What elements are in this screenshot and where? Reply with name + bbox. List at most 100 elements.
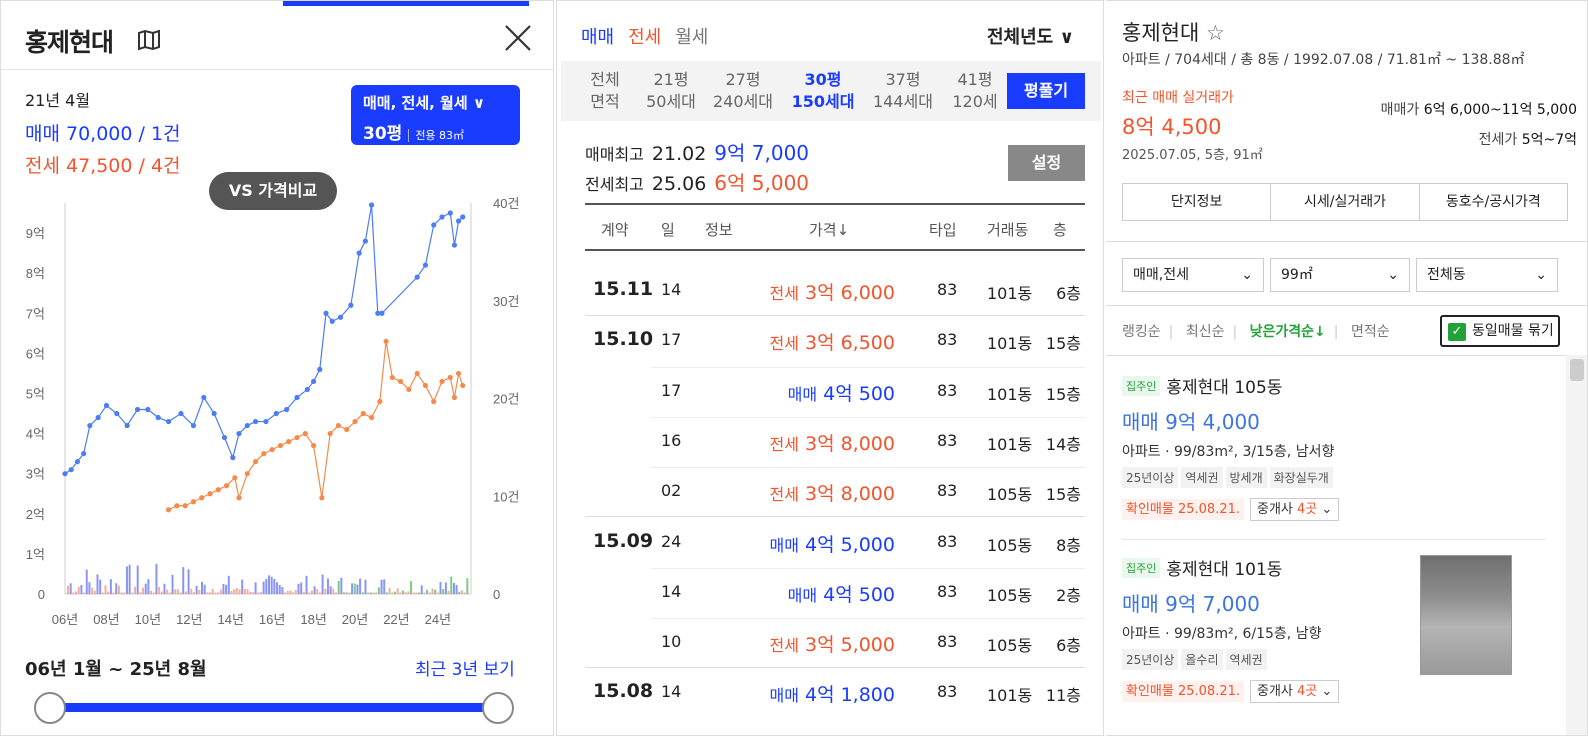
vs-compare-button[interactable]: VS 가격비교: [209, 172, 337, 210]
area-type: 83: [937, 682, 958, 702]
confirmed-badge: 확인매물 25.08.21.: [1122, 681, 1244, 702]
area-dropdown[interactable]: 99㎡ ⌄: [1270, 258, 1410, 292]
price-chart[interactable]: 0 1억 2억 3억 4억 5억 6억 7억 8억 9억 0 10건 20건 30건 40건 06년 08년 10…: [1, 191, 554, 636]
table-row[interactable]: 16 전세 3억 8,000 83 101동 14층: [585, 416, 1085, 467]
contract-month: 15.10: [593, 328, 654, 351]
data-point: [284, 406, 290, 413]
settings-button[interactable]: 설정: [1008, 145, 1085, 181]
tab-price[interactable]: 시세/실거래가: [1271, 184, 1420, 220]
data-point: [422, 262, 429, 268]
data-point: [304, 386, 310, 393]
favorite-star-icon[interactable]: ☆: [1205, 21, 1225, 45]
table-row[interactable]: 02 전세 3억 8,000 83 105동 15층: [585, 467, 1085, 518]
tab-complex-info[interactable]: 단지정보: [1123, 184, 1272, 220]
contract-day: 14: [661, 682, 682, 702]
pyeong-expand-button[interactable]: 평풀기: [1007, 73, 1085, 109]
volume-bar: [67, 585, 69, 594]
tab-unit-price[interactable]: 동호수/공시가격: [1445, 194, 1541, 210]
size-option-all[interactable]: 전체 면적: [590, 70, 620, 111]
table-row[interactable]: 15.09 24 매매 4억 5,000 83 105동 8층: [585, 518, 1085, 568]
sale-summary: 매매 70,000 / 1건: [25, 123, 181, 145]
listing-price: 매매 9억 4,000: [1122, 410, 1260, 434]
sort-ranking[interactable]: 랭킹순: [1122, 324, 1161, 340]
table-row[interactable]: 17 매매 4억 500 83 101동 15층: [585, 366, 1085, 417]
sort-area[interactable]: 면적순: [1350, 324, 1390, 340]
brokers-dropdown[interactable]: 중개사 4곳 ⌄: [1250, 680, 1340, 703]
tab-wolse[interactable]: 월세: [675, 27, 709, 48]
data-point: [344, 426, 350, 433]
data-point: [273, 410, 279, 417]
sort-recent[interactable]: 최신순: [1185, 324, 1225, 340]
listing-card[interactable]: 집주인 홍제현대 105동 매매 9억 4,000 아파트 · 99/83m², …: [1122, 373, 1542, 521]
listing-card[interactable]: 집주인 홍제현대 101동 매매 9억 7,000 아파트 · 99/83m², …: [1122, 555, 1542, 703]
chevron-down-icon: ⌄: [1387, 267, 1399, 283]
info-tabs: 단지정보 시세/실거래가 동호수/공시가격: [1122, 183, 1568, 221]
table-row[interactable]: 15.10 17 전세 3억 6,500 83 101동 15층: [585, 316, 1085, 366]
volume-bar: [217, 592, 220, 594]
building-dropdown[interactable]: 전체동 ⌄: [1416, 258, 1558, 292]
building: 101동: [987, 334, 1033, 354]
size-option-30[interactable]: 30평 150세대: [791, 70, 855, 111]
data-point: [114, 410, 120, 417]
data-point: [263, 418, 269, 425]
data-point: [319, 495, 325, 501]
volume-bar: [249, 591, 252, 594]
price-sort-header[interactable]: 가격↓: [809, 221, 850, 239]
year-select[interactable]: 전체년도 ∨: [987, 27, 1075, 48]
volume-bar: [286, 591, 289, 594]
tab-sale[interactable]: 매매: [581, 27, 615, 48]
scrollbar[interactable]: [1566, 355, 1587, 735]
data-point: [87, 422, 93, 429]
close-icon[interactable]: [503, 23, 533, 57]
group-duplicates-toggle[interactable]: ✓ 동일매물 묶기: [1440, 315, 1560, 347]
table-row[interactable]: 10 전세 3억 5,000 83 105동 6층: [585, 618, 1085, 669]
volume-bar: [359, 578, 362, 594]
brokers-dropdown[interactable]: 중개사 4곳 ⌄: [1250, 498, 1340, 521]
x-tick-label: 08년: [93, 612, 119, 627]
deal-type-dropdown[interactable]: 매매,전세 ⌄: [1122, 258, 1264, 292]
owner-badge: 집주인: [1122, 557, 1161, 578]
volume-bar: [316, 589, 319, 594]
size-option-21[interactable]: 21평 50세대: [646, 70, 696, 111]
table-row[interactable]: 14 매매 4억 500 83 105동 2층: [585, 567, 1085, 618]
slider-start-handle[interactable]: [34, 692, 66, 724]
area-type: 83: [937, 380, 958, 400]
table-row[interactable]: 15.11 14 전세 3억 6,000 83 101동 6층: [585, 266, 1085, 316]
table-row[interactable]: 15.08 14 매매 4억 1,800 83 101동 11층: [585, 668, 1085, 718]
listing-photo[interactable]: [1420, 555, 1512, 675]
volume-bar: [136, 565, 139, 594]
contract-month: 15.08: [593, 680, 654, 703]
recent-3y-link[interactable]: 최근 3년 보기: [415, 660, 515, 680]
data-point: [286, 439, 292, 445]
volume-bar: [179, 592, 182, 594]
volume-bar: [131, 592, 134, 594]
slider-end-handle[interactable]: [482, 692, 514, 724]
data-point: [252, 459, 259, 465]
size-option-27[interactable]: 27평 240세대: [713, 70, 773, 111]
scrollbar-thumb[interactable]: [1570, 359, 1584, 381]
data-point: [447, 210, 453, 216]
sale-price-range: 매매가 6억 6,000~11억 5,000: [1380, 102, 1577, 118]
price: 전세 3억 6,500: [769, 332, 895, 355]
volume-bar: [434, 589, 437, 594]
volume-bar: [458, 591, 461, 594]
volume-bar: [332, 588, 335, 594]
data-point: [414, 274, 420, 280]
building: 101동: [987, 384, 1033, 404]
volume-bar: [353, 583, 356, 594]
volume-bar: [192, 592, 195, 594]
data-point: [414, 370, 420, 377]
max-sale: 매매최고 21.02 9억 7,000: [585, 141, 810, 165]
range-slider[interactable]: [49, 703, 499, 712]
sort-low-price[interactable]: 낮은가격순↓: [1249, 324, 1326, 340]
jeonse-price-range: 전세가 5억~7억: [1478, 132, 1577, 148]
size-option-37[interactable]: 37평 144세대: [873, 70, 933, 111]
floor: 15층: [1045, 384, 1081, 404]
tab-jeonse[interactable]: 전세: [628, 27, 662, 48]
deal-filter-button[interactable]: 매매, 전세, 월세 ∨ 30평 전용 83㎡: [351, 85, 520, 145]
volume-bar: [259, 591, 262, 594]
volume-bar: [243, 588, 246, 594]
map-icon[interactable]: [137, 29, 161, 55]
volume-bar: [310, 590, 313, 594]
size-option-41[interactable]: 41평 120세: [952, 70, 998, 111]
